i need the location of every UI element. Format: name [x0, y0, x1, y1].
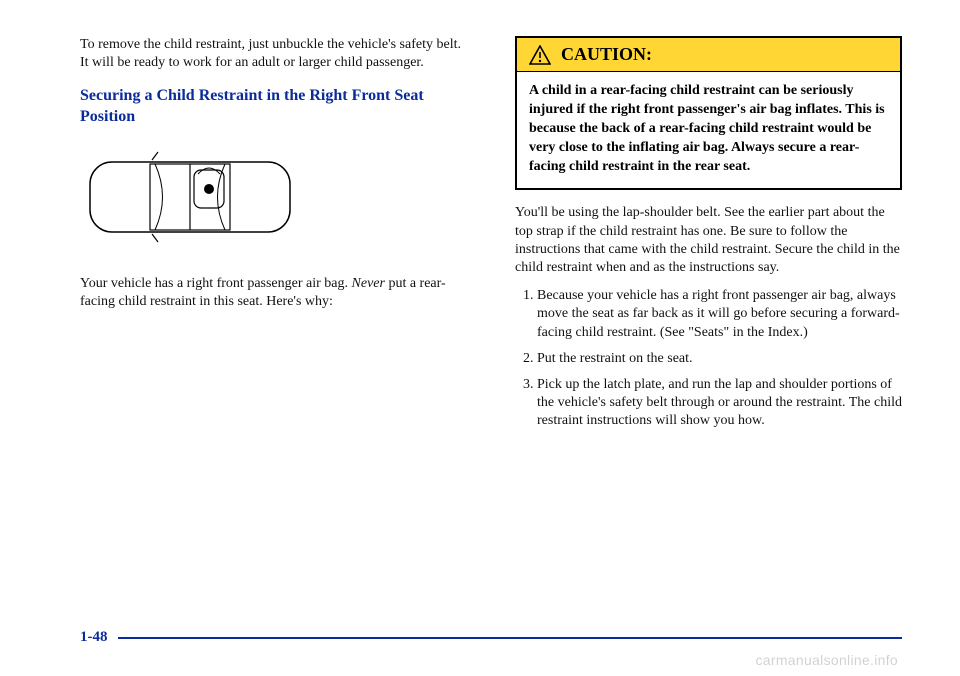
step-item: Pick up the latch plate, and run the lap…	[537, 376, 902, 431]
car-diagram	[80, 142, 467, 257]
page-footer: 1-48	[80, 629, 902, 646]
caution-box: CAUTION: A child in a rear-facing child …	[515, 36, 902, 190]
caution-title: CAUTION:	[561, 44, 652, 65]
section-heading: Securing a Child Restraint in the Right …	[80, 86, 467, 128]
page-number: 1-48	[80, 629, 108, 646]
airbag-note-never: Never	[352, 276, 385, 291]
car-top-view-icon	[80, 142, 300, 252]
watermark: carmanualsonline.info	[756, 652, 899, 668]
manual-page: To remove the child restraint, just unbu…	[0, 0, 960, 676]
intro-paragraph: To remove the child restraint, just unbu…	[80, 36, 467, 72]
left-column: To remove the child restraint, just unbu…	[80, 36, 467, 625]
airbag-note-before: Your vehicle has a right front passenger…	[80, 276, 352, 291]
columns: To remove the child restraint, just unbu…	[80, 36, 902, 625]
footer-rule	[118, 637, 903, 639]
caution-header: CAUTION:	[517, 38, 900, 72]
warning-triangle-icon	[529, 45, 551, 65]
right-column: CAUTION: A child in a rear-facing child …	[515, 36, 902, 625]
step-item: Put the restraint on the seat.	[537, 350, 902, 368]
step-item: Because your vehicle has a right front p…	[537, 287, 902, 342]
airbag-note: Your vehicle has a right front passenger…	[80, 275, 467, 311]
steps-list: Because your vehicle has a right front p…	[515, 287, 902, 430]
caution-body: A child in a rear-facing child restraint…	[517, 72, 900, 188]
right-body-paragraph: You'll be using the lap-shoulder belt. S…	[515, 204, 902, 277]
